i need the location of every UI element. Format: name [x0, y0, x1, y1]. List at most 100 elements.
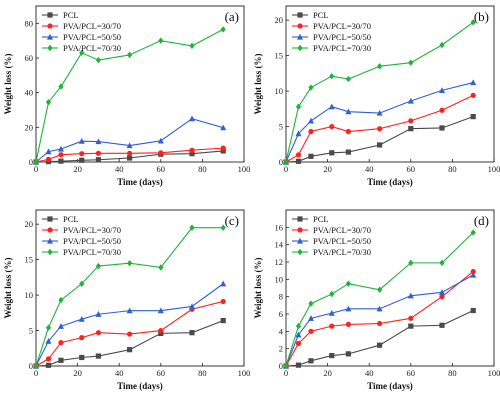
y-tick-label: 14 [275, 240, 284, 250]
data-point [345, 321, 351, 327]
x-tick-label: 100 [238, 368, 251, 378]
data-point [220, 124, 227, 131]
legend-entry: PVA/PCL=50/50 [313, 32, 371, 42]
data-point [78, 316, 85, 322]
data-point [57, 323, 64, 329]
y-tick-label: 5 [279, 122, 283, 132]
y-axis-title: Weight loss (%) [3, 257, 13, 318]
data-point [126, 307, 133, 314]
legend-swatch-marker [47, 237, 53, 244]
y-tick-label: 4 [279, 326, 284, 336]
data-point [377, 142, 383, 148]
y-tick-label: 10 [275, 274, 284, 284]
data-point [127, 155, 133, 161]
data-point [79, 49, 85, 56]
data-point [376, 109, 383, 116]
x-tick-label: 100 [238, 164, 251, 174]
x-tick-label: 40 [115, 164, 124, 174]
data-point [58, 340, 64, 346]
data-point [189, 330, 195, 336]
y-tick-label: 5 [29, 326, 33, 336]
data-point [345, 280, 351, 287]
data-point [345, 128, 351, 135]
data-point [58, 357, 64, 363]
y-tick-label: 80 [25, 18, 34, 28]
legend-entry: PVA/PCL=50/50 [63, 32, 121, 42]
data-point [58, 296, 64, 304]
series-group [283, 92, 476, 165]
data-point [408, 315, 414, 321]
data-point [158, 150, 164, 156]
y-tick-label: 0 [279, 361, 283, 371]
x-tick-label: 0 [284, 164, 288, 174]
data-point [408, 126, 414, 132]
x-tick-label: 60 [407, 368, 416, 378]
series-group [33, 224, 226, 370]
data-point [307, 117, 314, 124]
plot-frame [35, 5, 245, 163]
data-point [33, 362, 39, 370]
data-point [377, 63, 383, 70]
legend-entry: PVA/PCL=30/70 [313, 225, 371, 235]
chart-panel-4: 0 20 40 60 80 100 0 2 4 6 8 10 12 14 16 Time (days) Weig… [253, 209, 500, 391]
series-line [285, 82, 474, 163]
data-point [158, 330, 164, 336]
legend-entry: PVA/PCL=50/50 [313, 236, 371, 246]
data-point [345, 305, 352, 312]
data-point [220, 26, 226, 33]
data-point [308, 153, 314, 159]
data-point [126, 142, 133, 149]
data-point [328, 309, 335, 316]
data-point [308, 300, 314, 307]
data-point [127, 150, 133, 156]
x-axis-title: Time (days) [367, 381, 413, 391]
data-point [58, 158, 64, 164]
data-point [220, 280, 227, 287]
x-tick-label: 0 [34, 164, 38, 174]
series-line [35, 283, 224, 367]
data-point [439, 41, 445, 49]
data-point [95, 138, 102, 145]
data-point [377, 126, 383, 132]
legend-entry: PVA/PCL=30/70 [63, 225, 121, 235]
legend-swatch-marker [47, 12, 53, 18]
legend: PCLPVA/PCL=30/70PVA/PCL=50/50PVA/PCL=70/… [292, 10, 371, 53]
panel-label: (a) [225, 9, 239, 24]
y-axis-title: Weight loss (%) [253, 53, 263, 114]
data-point [95, 157, 101, 163]
plot-frame [35, 209, 245, 367]
data-point [283, 362, 289, 370]
data-point [45, 156, 52, 162]
data-point [329, 290, 335, 298]
x-tick-label: 100 [488, 368, 500, 378]
legend: PCLPVA/PCL=30/70PVA/PCL=50/50PVA/PCL=70/… [42, 10, 121, 53]
data-point [189, 303, 195, 310]
data-point [470, 114, 476, 120]
y-tick-label: 20 [25, 219, 34, 229]
data-point [345, 108, 352, 115]
x-tick-label: 20 [323, 368, 332, 378]
y-tick-label: 0 [29, 361, 33, 371]
series-group [33, 318, 226, 369]
x-tick-label: 0 [34, 368, 38, 378]
data-point [95, 311, 102, 317]
series-group [33, 280, 227, 369]
data-point [95, 330, 101, 336]
data-point [158, 264, 164, 271]
y-tick-label: 10 [25, 290, 34, 300]
chart-panel-1: 0 20 40 60 80 100 0 20 40 60 80 Time (days) Weight l… [3, 5, 251, 187]
panel-label: (d) [474, 213, 489, 228]
data-point [79, 280, 85, 287]
x-axis-title: Time (days) [117, 381, 163, 391]
chart-panel-3: 0 20 40 60 80 100 0 5 10 15 20 Time (days) Weight lo… [3, 209, 251, 391]
data-point [78, 138, 85, 144]
data-point [220, 145, 226, 151]
data-point [470, 268, 476, 275]
legend-swatch-marker [47, 44, 53, 52]
data-point [157, 137, 164, 144]
legend-entry: PVA/PCL=70/30 [313, 247, 371, 257]
x-tick-label: 20 [73, 368, 82, 378]
legend-swatch-marker [297, 248, 303, 256]
data-point [79, 354, 85, 361]
series-group [283, 271, 477, 369]
